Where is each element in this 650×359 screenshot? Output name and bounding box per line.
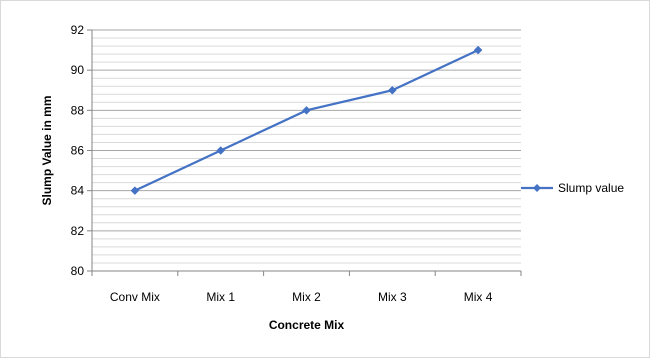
data-point-marker (387, 85, 397, 95)
x-axis-title: Concrete Mix (269, 318, 345, 332)
x-tick-label: Mix 4 (464, 290, 493, 304)
data-point-marker (216, 146, 226, 155)
x-tick-label: Mix 1 (206, 290, 235, 304)
series-line (134, 49, 479, 192)
data-point-marker (302, 105, 311, 115)
y-tick-label: 82 (71, 224, 85, 238)
x-tick-label: Mix 3 (378, 290, 407, 304)
legend-label: Slump value (558, 181, 624, 195)
y-tick-label: 92 (71, 23, 85, 37)
y-tick-label: 90 (71, 63, 85, 77)
y-tick-label: 84 (71, 184, 85, 198)
data-point-marker (130, 186, 140, 196)
tick-labels: 80 82 84 86 88 90 92 Conv Mix Mix 1 Mix 2 Mix 3 Mix… (71, 23, 493, 304)
y-tick-label: 86 (71, 144, 85, 158)
axes (87, 29, 522, 276)
y-axis-title: Slump Value in mm (40, 95, 54, 205)
legend: Slump value (521, 181, 624, 195)
series-layer (130, 45, 483, 196)
data-point-marker (473, 45, 483, 55)
x-tick-label: Mix 2 (292, 290, 321, 304)
x-tick-label: Conv Mix (110, 290, 160, 304)
legend-marker (533, 184, 541, 192)
y-tick-label: 80 (71, 264, 85, 278)
gridlines (92, 29, 521, 264)
y-tick-label: 88 (71, 103, 85, 117)
